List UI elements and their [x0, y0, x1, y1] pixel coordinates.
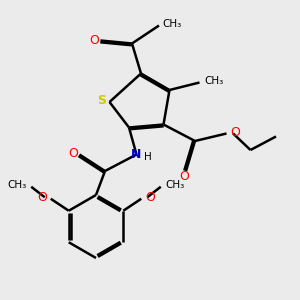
Text: H: H	[144, 152, 152, 163]
Text: O: O	[230, 125, 240, 139]
Text: CH₃: CH₃	[162, 19, 181, 29]
Text: O: O	[69, 146, 78, 160]
Text: CH₃: CH₃	[8, 180, 27, 190]
Text: CH₃: CH₃	[204, 76, 223, 86]
Text: CH₃: CH₃	[165, 180, 184, 190]
Text: O: O	[145, 191, 155, 204]
Text: N: N	[131, 148, 142, 161]
Text: O: O	[180, 170, 189, 183]
Text: O: O	[37, 191, 47, 204]
Text: S: S	[98, 94, 106, 107]
Text: O: O	[90, 34, 99, 47]
